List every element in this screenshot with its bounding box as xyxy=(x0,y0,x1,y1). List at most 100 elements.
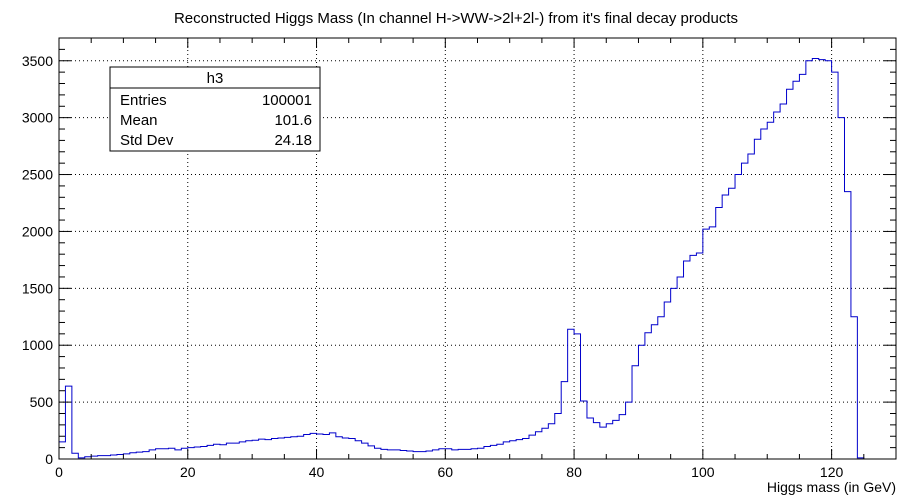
histogram-bin xyxy=(851,317,857,459)
histogram-bin xyxy=(381,449,387,459)
histogram-bin xyxy=(156,449,162,459)
histogram-bin xyxy=(529,435,535,459)
chart-title: Reconstructed Higgs Mass (In channel H->… xyxy=(174,10,738,27)
x-tick-label: 100 xyxy=(691,464,715,480)
histogram-bin xyxy=(716,208,722,459)
histogram-bin xyxy=(748,154,754,459)
histogram-outline xyxy=(58,57,896,460)
histogram-bin xyxy=(426,451,432,459)
histogram-bin xyxy=(696,253,702,459)
histogram-bin xyxy=(729,188,735,459)
x-tick-label: 40 xyxy=(309,464,325,480)
histogram-bin xyxy=(787,89,793,459)
histogram-bin xyxy=(767,122,773,459)
histogram-bin xyxy=(780,104,786,459)
histogram-bin xyxy=(458,449,464,459)
stats-entries-label: Entries xyxy=(120,92,167,109)
histogram-bin xyxy=(832,72,838,459)
histogram-bin xyxy=(117,454,123,459)
histogram-bin xyxy=(812,58,818,459)
histogram-bin xyxy=(349,439,355,459)
histogram-bin xyxy=(638,345,644,459)
histogram-bin xyxy=(465,449,471,459)
histogram-bin xyxy=(233,443,239,459)
histogram-bin xyxy=(658,317,664,459)
histogram-bin xyxy=(523,439,529,459)
stats-stddev-value: 24.18 xyxy=(274,132,312,149)
histogram-bin xyxy=(201,446,207,459)
histogram-bin xyxy=(329,433,335,459)
histogram-bin xyxy=(413,452,419,459)
histogram-series xyxy=(58,57,896,460)
histogram-bin xyxy=(542,428,548,459)
histogram-bin xyxy=(323,435,329,459)
histogram-bin xyxy=(284,437,290,459)
stats-entries-value: 100001 xyxy=(262,92,312,109)
histogram-bin xyxy=(671,288,677,459)
histogram-bin xyxy=(510,441,516,459)
histogram-bin xyxy=(619,415,625,459)
histogram-bin xyxy=(259,439,265,459)
histogram-bin xyxy=(214,444,220,459)
histogram-bin xyxy=(561,382,567,459)
histogram-bin xyxy=(98,456,104,459)
histogram-bin xyxy=(754,139,760,459)
y-tick-label: 2500 xyxy=(22,167,53,183)
histogram-bin xyxy=(130,453,136,459)
histogram-bin xyxy=(362,443,368,459)
y-tick-label: 3000 xyxy=(22,110,53,126)
histogram-bin xyxy=(535,432,541,459)
histogram-bin xyxy=(400,450,406,459)
histogram-bin xyxy=(136,452,142,459)
histogram-bin xyxy=(838,118,844,459)
y-tick-label: 1500 xyxy=(22,280,53,296)
histogram-bin xyxy=(336,437,342,459)
histogram-bin xyxy=(168,448,174,459)
histogram-bin xyxy=(632,366,638,459)
histogram-bin xyxy=(471,449,477,459)
histogram-bin xyxy=(65,386,71,459)
histogram-bin xyxy=(793,81,799,459)
histogram-bin xyxy=(194,447,200,459)
histogram-bin xyxy=(548,424,554,459)
histogram-bin xyxy=(516,440,522,459)
y-tick-label: 500 xyxy=(30,394,54,410)
y-tick-label: 1000 xyxy=(22,337,53,353)
histogram-bin xyxy=(207,445,213,459)
histogram-bin xyxy=(581,401,587,459)
histogram-bin xyxy=(445,449,451,459)
histogram-bin xyxy=(722,195,728,459)
stats-mean-label: Mean xyxy=(120,112,158,129)
histogram-bin xyxy=(741,163,747,459)
histogram-bin xyxy=(806,61,812,459)
histogram-bin xyxy=(774,112,780,459)
histogram-bin xyxy=(432,450,438,459)
histogram-bin xyxy=(664,302,670,459)
histogram-bin xyxy=(490,445,496,459)
histogram-bin xyxy=(291,437,297,459)
histogram-bin xyxy=(645,333,651,459)
y-tick-label: 2000 xyxy=(22,223,53,239)
histogram-bin xyxy=(304,435,310,459)
histogram-bin xyxy=(819,60,825,459)
histogram-bin xyxy=(143,452,149,459)
histogram-bin xyxy=(484,446,490,459)
histogram-bin xyxy=(317,434,323,459)
histogram-bin xyxy=(613,420,619,459)
y-tick-label: 3500 xyxy=(22,53,53,69)
histogram-bin xyxy=(844,192,850,459)
histogram-bin xyxy=(149,450,155,459)
histogram-bin xyxy=(799,74,805,459)
histogram-bin xyxy=(600,427,606,459)
histogram-bin xyxy=(297,436,303,459)
histogram-bin xyxy=(420,452,426,459)
histogram-bin xyxy=(394,450,400,459)
histogram-bin xyxy=(374,448,380,459)
histogram-bin xyxy=(626,402,632,459)
y-axis-ticks: 0 500 1000 1500 2000 2500 3000 3500 xyxy=(22,37,896,467)
x-tick-label: 20 xyxy=(180,464,196,480)
histogram-bin xyxy=(368,446,374,459)
histogram-bin xyxy=(252,440,258,459)
x-tick-label: 80 xyxy=(566,464,582,480)
